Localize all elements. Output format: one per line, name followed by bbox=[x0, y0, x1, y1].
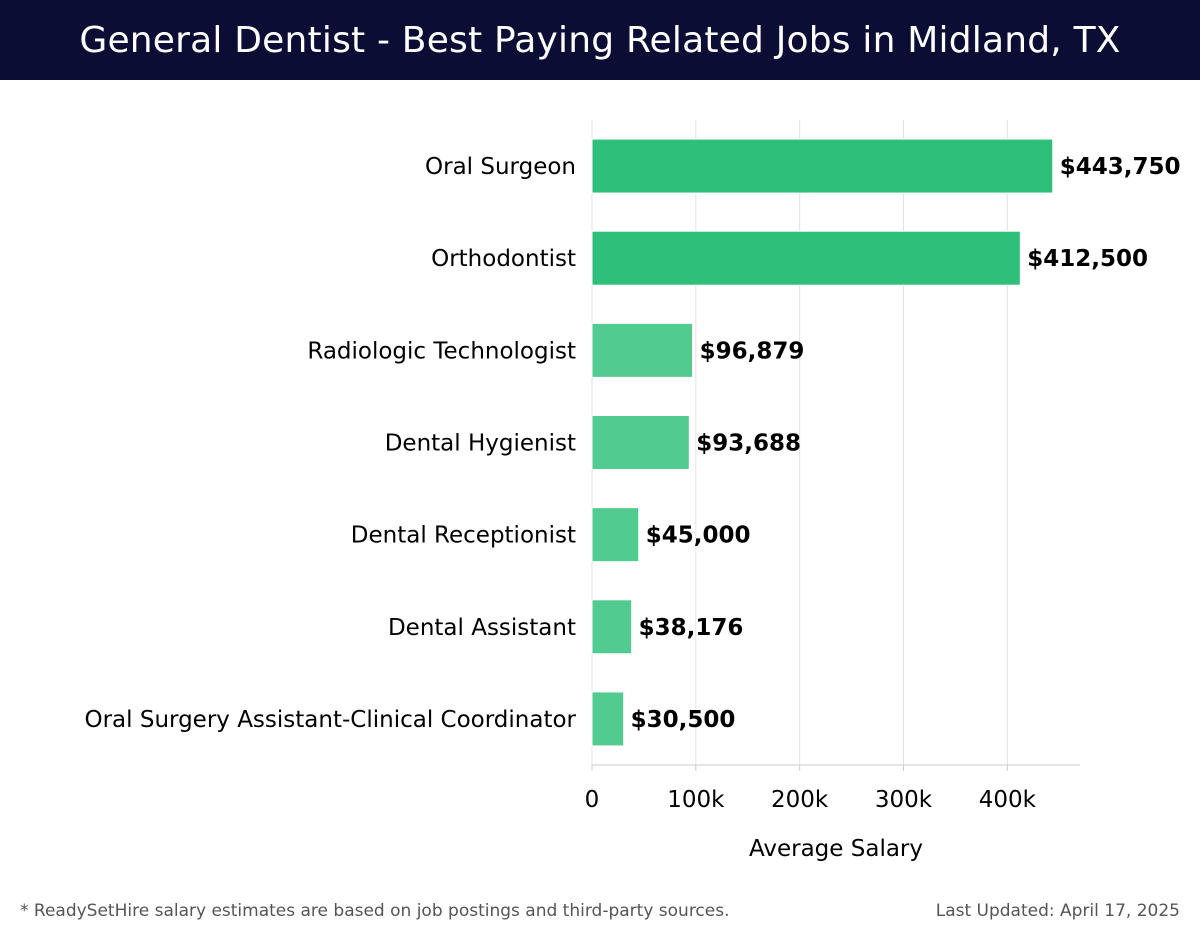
bar bbox=[591, 138, 1054, 194]
bars bbox=[591, 138, 1054, 747]
bar bbox=[591, 507, 640, 563]
value-label: $443,750 bbox=[1060, 154, 1181, 180]
x-axis-title: Average Salary bbox=[749, 836, 923, 862]
value-label: $38,176 bbox=[639, 615, 744, 641]
bar bbox=[591, 230, 1021, 286]
bar bbox=[591, 599, 633, 655]
category-label: Orthodontist bbox=[431, 246, 576, 272]
value-label: $45,000 bbox=[646, 523, 751, 549]
x-axis: 0 100k 200k 300k 400k bbox=[585, 764, 1080, 813]
category-label: Dental Assistant bbox=[388, 615, 576, 641]
category-label: Dental Receptionist bbox=[351, 523, 576, 549]
value-label: $93,688 bbox=[696, 431, 801, 457]
category-label: Oral Surgery Assistant-Clinical Coordina… bbox=[84, 707, 576, 733]
footer-updated: Last Updated: April 17, 2025 bbox=[935, 901, 1180, 921]
bar bbox=[591, 415, 690, 470]
x-tick-label: 200k bbox=[771, 787, 829, 813]
category-label: Oral Surgeon bbox=[425, 154, 576, 180]
bar bbox=[591, 322, 694, 378]
chart-header: General Dentist - Best Paying Related Jo… bbox=[0, 0, 1200, 80]
value-labels: $443,750 $412,500 $96,879 $93,688 $45,000 $38… bbox=[631, 154, 1181, 733]
bar-chart: Oral Surgeon Orthodontist Radiologic Techn… bbox=[84, 120, 1181, 862]
category-label: Radiologic Technologist bbox=[307, 338, 576, 364]
chart-title: General Dentist - Best Paying Related Jo… bbox=[79, 19, 1121, 61]
x-tick-label: 100k bbox=[667, 787, 725, 813]
value-label: $412,500 bbox=[1027, 246, 1148, 272]
x-tick-label: 400k bbox=[979, 787, 1037, 813]
bar bbox=[591, 691, 625, 747]
footer-note: * ReadySetHire salary estimates are base… bbox=[20, 901, 730, 921]
category-label: Dental Hygienist bbox=[385, 431, 576, 457]
grid-lines bbox=[591, 120, 1008, 765]
value-label: $96,879 bbox=[700, 338, 805, 364]
x-tick-label: 300k bbox=[875, 787, 933, 813]
x-tick-label: 0 bbox=[585, 787, 600, 813]
value-label: $30,500 bbox=[631, 707, 736, 733]
category-labels: Oral Surgeon Orthodontist Radiologic Techn… bbox=[84, 154, 576, 733]
